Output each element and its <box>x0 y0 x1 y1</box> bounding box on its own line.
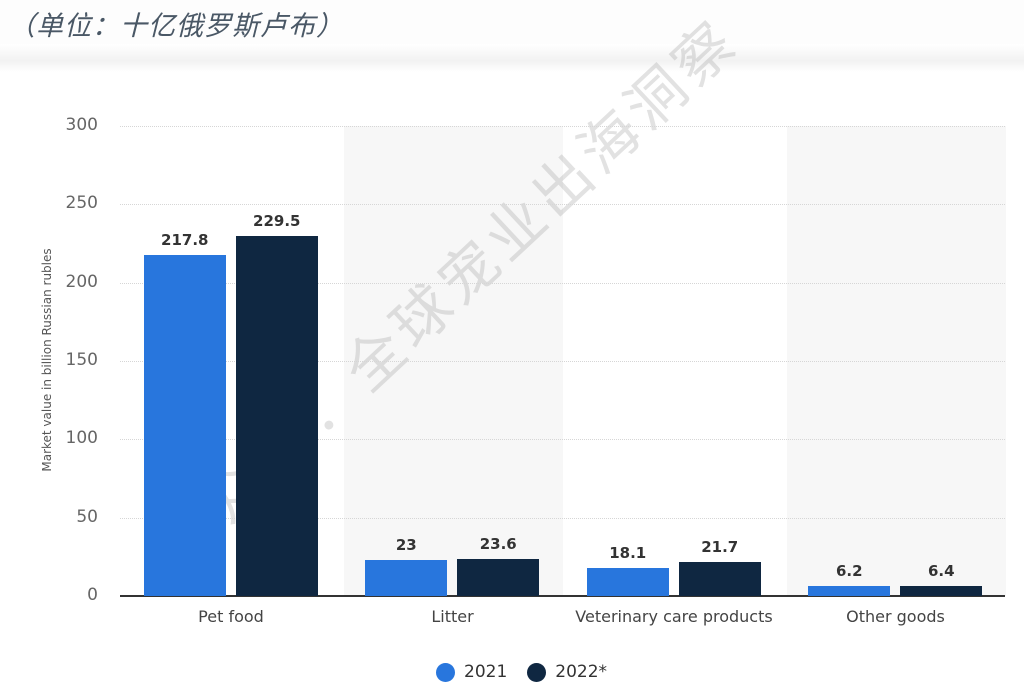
y-tick-label: 200 <box>65 272 98 292</box>
data-label: 6.2 <box>835 562 863 581</box>
bar-2021[interactable] <box>586 567 669 596</box>
y-tick-label: 100 <box>65 428 98 448</box>
legend-item-2022[interactable]: 2022* <box>527 662 607 682</box>
unit-title: （单位：十亿俄罗斯卢布） <box>8 11 344 42</box>
data-label: 6.4 <box>927 561 955 580</box>
y-tick-label: 250 <box>65 193 98 213</box>
legend-label-2021: 2021 <box>464 662 508 682</box>
gridline <box>120 361 1005 363</box>
x-tick-label: Veterinary care products <box>575 607 773 626</box>
data-label: 21.7 <box>701 538 739 556</box>
y-tick-label: 300 <box>65 115 98 135</box>
bar-2022[interactable] <box>457 559 540 596</box>
legend-item-2021[interactable]: 2021 <box>436 662 507 682</box>
data-label: 18.1 <box>609 543 647 562</box>
x-axis-line <box>120 595 1005 597</box>
bar-2021[interactable] <box>365 559 448 596</box>
gridline <box>120 204 1005 206</box>
x-tick-label: Pet food <box>198 607 264 626</box>
legend-dot-2022-icon <box>527 662 547 682</box>
x-tick-label: Other goods <box>846 607 945 626</box>
bar-2022[interactable] <box>900 585 983 596</box>
y-tick-label: 150 <box>65 350 98 370</box>
bar-2022[interactable] <box>678 562 761 596</box>
legend-label-2022: 2022* <box>555 662 608 682</box>
data-label: 229.5 <box>253 212 301 231</box>
bar-2021[interactable] <box>808 586 891 596</box>
gridline <box>120 439 1005 441</box>
bar-2022[interactable] <box>235 236 318 596</box>
bar-2021[interactable] <box>143 254 226 596</box>
data-label: 23 <box>395 535 417 554</box>
y-tick-label: 50 <box>76 507 98 527</box>
data-label: 23.6 <box>479 535 517 554</box>
gridline <box>120 126 1005 128</box>
x-tick-label: Litter <box>431 607 474 626</box>
gridline <box>120 283 1005 285</box>
data-label: 217.8 <box>161 230 209 249</box>
y-tick-label: 0 <box>87 585 98 605</box>
legend-dot-2021-icon <box>436 662 455 682</box>
header-divider <box>0 44 1024 72</box>
legend: 2021 2022* <box>436 662 627 682</box>
gridline <box>120 518 1005 520</box>
